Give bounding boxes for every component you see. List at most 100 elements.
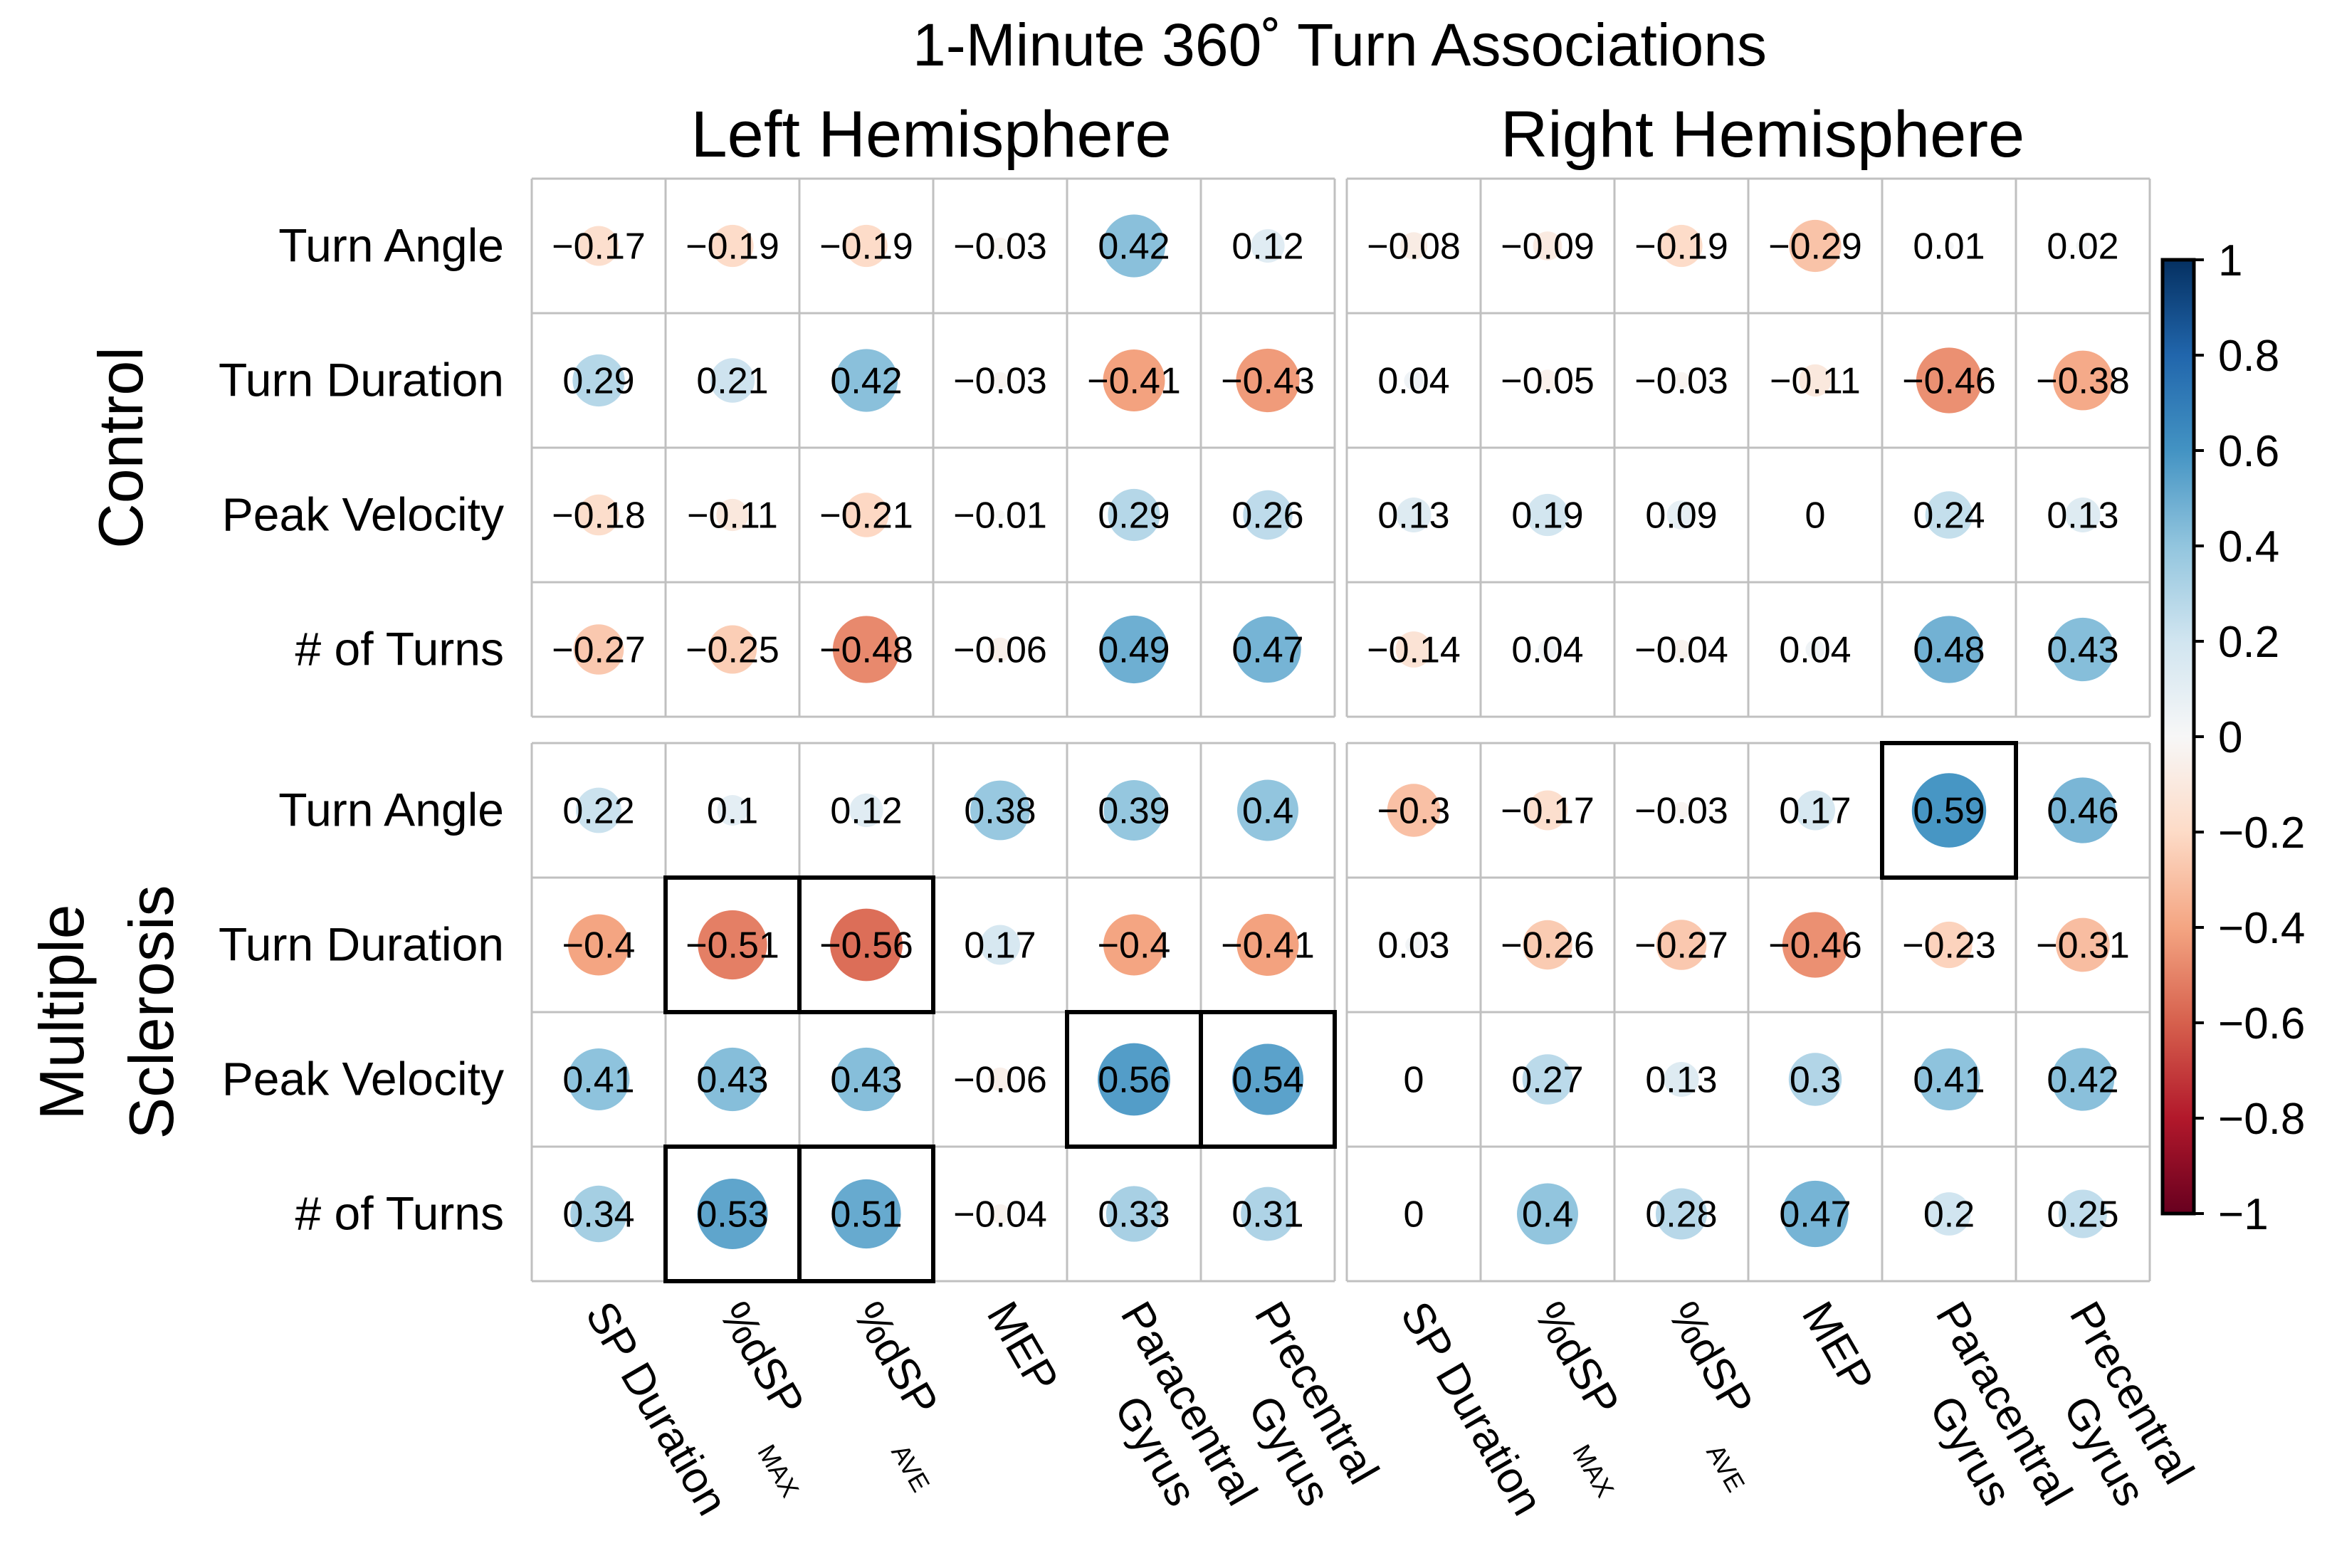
cell-value-control-right-hemisphere-turn-angle-sp-duration: −0.08 [1367, 226, 1461, 268]
colorbar-tick-label: 0.4 [2218, 522, 2279, 572]
cell-circle-multiple-sclerosis-right-hemisphere-peak-velocity-paracentral-gyrus [1918, 1048, 1980, 1110]
cell-circle-control-left-hemisphere-turn-duration-paracentral-gyrus [1103, 349, 1165, 411]
group-label-line: Multiple [26, 904, 97, 1120]
cell-circle-control-right-hemisphere-turn-angle-precentral-gyrus [2076, 238, 2090, 253]
cell-circle-control-left-hemisphere-peak-velocity-dsp-ave [844, 493, 889, 537]
cell-circle-control-left-hemisphere-of-turns-paracentral-gyrus [1100, 615, 1168, 684]
col-label-main: %dSP [844, 1294, 947, 1425]
cell-circle-multiple-sclerosis-right-hemisphere-turn-angle-paracentral-gyrus [1911, 773, 1987, 848]
cell-circle-control-right-hemisphere-of-turns-dsp-max [1538, 639, 1558, 660]
cell-circle-control-right-hemisphere-of-turns-paracentral-gyrus [1915, 616, 1983, 683]
cell-circle-multiple-sclerosis-right-hemisphere-peak-velocity-mep [1788, 1053, 1842, 1106]
chart-title: 1-Minute 360˚ Turn Associations [913, 11, 1767, 78]
cell-circle-multiple-sclerosis-left-hemisphere-turn-duration-mep [980, 925, 1020, 965]
col-label-right-hemisphere-dsp-ave: %dSP AVE [1632, 1294, 1795, 1497]
cell-value-multiple-sclerosis-right-hemisphere-turn-angle-sp-duration: −0.3 [1377, 791, 1451, 832]
row-label-control-of-turns: # of Turns [295, 623, 505, 675]
cell-circle-multiple-sclerosis-left-hemisphere-peak-velocity-dsp-ave [834, 1047, 898, 1112]
cell-value-multiple-sclerosis-left-hemisphere-turn-duration-precentral-gyrus: −0.41 [1221, 925, 1315, 967]
cell-circle-control-right-hemisphere-turn-duration-mep [1799, 364, 1832, 397]
cell-value-control-right-hemisphere-turn-angle-precentral-gyrus: 0.02 [2047, 226, 2118, 268]
col-label-right-hemisphere-sp-duration: SP Duration [1391, 1294, 1552, 1524]
cell-value-control-right-hemisphere-turn-duration-dsp-max: −0.05 [1501, 361, 1595, 402]
cell-value-control-right-hemisphere-turn-angle-dsp-ave: −0.19 [1634, 226, 1728, 268]
cell-value-multiple-sclerosis-right-hemisphere-of-turns-dsp-ave: 0.28 [1645, 1194, 1717, 1236]
row-label-control-turn-angle: Turn Angle [278, 219, 504, 272]
cell-circle-control-left-hemisphere-peak-velocity-paracentral-gyrus [1108, 488, 1160, 542]
cell-circle-multiple-sclerosis-right-hemisphere-of-turns-mep [1782, 1180, 1849, 1248]
highlight-box-peak-velocity-precentral-gyrus [1199, 1010, 1337, 1149]
cell-value-control-right-hemisphere-peak-velocity-dsp-max: 0.19 [1511, 495, 1583, 537]
cell-circle-multiple-sclerosis-right-hemisphere-turn-duration-dsp-ave [1656, 920, 1707, 970]
cell-value-control-left-hemisphere-turn-duration-dsp-ave: 0.42 [830, 361, 902, 402]
cell-value-control-right-hemisphere-turn-duration-paracentral-gyrus: −0.46 [1902, 361, 1996, 402]
colorbar-tick-label: 1 [2218, 236, 2242, 285]
cell-circle-multiple-sclerosis-right-hemisphere-of-turns-precentral-gyrus [2059, 1189, 2107, 1238]
cell-circle-multiple-sclerosis-left-hemisphere-peak-velocity-mep [988, 1067, 1012, 1092]
col-label-text: %dSP AVE [816, 1294, 980, 1497]
cell-circle-control-right-hemisphere-turn-angle-mep [1789, 219, 1842, 273]
cell-circle-control-left-hemisphere-turn-angle-dsp-max [711, 224, 754, 268]
cell-circle-control-left-hemisphere-of-turns-mep [988, 637, 1012, 662]
cell-value-multiple-sclerosis-left-hemisphere-turn-angle-paracentral-gyrus: 0.39 [1098, 791, 1170, 832]
cell-value-control-left-hemisphere-of-turns-dsp-max: −0.25 [686, 630, 779, 671]
cell-value-multiple-sclerosis-left-hemisphere-turn-angle-sp-duration: 0.22 [562, 791, 634, 832]
cell-circle-control-left-hemisphere-turn-angle-paracentral-gyrus [1102, 214, 1166, 278]
row-label-multiple-sclerosis-turn-angle: Turn Angle [278, 784, 504, 836]
cell-circle-control-left-hemisphere-peak-velocity-precentral-gyrus [1243, 490, 1293, 540]
cell-value-multiple-sclerosis-right-hemisphere-turn-duration-precentral-gyrus: −0.31 [2036, 925, 2130, 967]
cell-value-control-left-hemisphere-turn-duration-paracentral-gyrus: −0.41 [1087, 361, 1181, 402]
cell-value-control-right-hemisphere-of-turns-dsp-ave: −0.04 [1634, 630, 1728, 671]
cell-value-control-left-hemisphere-turn-angle-precentral-gyrus: 0.12 [1231, 226, 1303, 268]
cell-circle-control-right-hemisphere-turn-duration-paracentral-gyrus [1916, 347, 1982, 414]
cell-value-control-left-hemisphere-peak-velocity-mep: −0.01 [953, 495, 1047, 537]
col-label-text: SP Duration [576, 1294, 737, 1524]
col-label-main: MEP [977, 1294, 1068, 1401]
cell-circle-control-left-hemisphere-turn-angle-sp-duration [579, 226, 619, 266]
row-label-multiple-sclerosis-turn-duration: Turn Duration [219, 918, 504, 971]
cell-value-control-left-hemisphere-turn-duration-precentral-gyrus: −0.43 [1221, 361, 1315, 402]
cell-circle-multiple-sclerosis-left-hemisphere-turn-angle-dsp-max [717, 795, 748, 826]
cell-circle-control-left-hemisphere-turn-angle-mep [992, 237, 1009, 255]
col-label-text: MEP [1792, 1294, 1883, 1401]
cell-circle-multiple-sclerosis-left-hemisphere-turn-angle-dsp-ave [849, 793, 883, 828]
cell-circle-multiple-sclerosis-left-hemisphere-of-turns-precentral-gyrus [1241, 1186, 1295, 1241]
colorbar-tick-label: −0.6 [2218, 999, 2305, 1048]
cell-circle-control-right-hemisphere-turn-angle-dsp-ave [1660, 224, 1703, 268]
cell-circle-control-right-hemisphere-peak-velocity-dsp-ave [1666, 500, 1696, 530]
value-layer: −0.17 −0.19 −0.19 −0.03 0.42 0.12 0.29 0.21 0.42… [552, 226, 2130, 1236]
cell-value-control-right-hemisphere-of-turns-sp-duration: −0.14 [1367, 630, 1461, 671]
cell-value-multiple-sclerosis-right-hemisphere-peak-velocity-precentral-gyrus: 0.42 [2047, 1060, 2118, 1101]
cell-circle-control-left-hemisphere-turn-duration-mep [992, 372, 1009, 389]
cell-circle-multiple-sclerosis-left-hemisphere-turn-angle-sp-duration [576, 787, 621, 833]
cell-value-control-left-hemisphere-turn-angle-dsp-ave: −0.19 [819, 226, 913, 268]
cell-value-multiple-sclerosis-left-hemisphere-of-turns-dsp-ave: 0.51 [830, 1194, 902, 1236]
cell-value-multiple-sclerosis-left-hemisphere-turn-angle-dsp-ave: 0.12 [830, 791, 902, 832]
cell-circle-control-right-hemisphere-turn-angle-dsp-max [1533, 231, 1562, 261]
cell-circle-multiple-sclerosis-left-hemisphere-turn-duration-dsp-max [698, 910, 767, 980]
cell-value-control-left-hemisphere-turn-duration-sp-duration: 0.29 [562, 361, 634, 402]
colorbar-tick-label: 0.6 [2218, 427, 2279, 476]
cell-value-multiple-sclerosis-right-hemisphere-turn-angle-precentral-gyrus: 0.46 [2047, 791, 2118, 832]
cell-circle-multiple-sclerosis-left-hemisphere-of-turns-dsp-max [697, 1179, 768, 1249]
highlight-box-turn-duration-dsp-ave [797, 875, 935, 1014]
cell-value-multiple-sclerosis-right-hemisphere-peak-velocity-dsp-ave: 0.13 [1645, 1060, 1717, 1101]
group-label-line: Control [85, 347, 156, 549]
cell-circle-multiple-sclerosis-left-hemisphere-of-turns-mep [990, 1204, 1010, 1224]
cell-circle-multiple-sclerosis-left-hemisphere-turn-duration-sp-duration [568, 914, 629, 976]
cell-value-control-right-hemisphere-turn-duration-dsp-ave: −0.03 [1634, 361, 1728, 402]
cell-value-control-left-hemisphere-turn-angle-paracentral-gyrus: 0.42 [1098, 226, 1170, 268]
cell-value-control-right-hemisphere-peak-velocity-mep: 0 [1805, 495, 1826, 537]
cell-circle-multiple-sclerosis-left-hemisphere-peak-velocity-dsp-max [700, 1047, 765, 1112]
colorbar-tick-label: −0.4 [2218, 904, 2305, 953]
colorbar-tick-label: −1 [2218, 1190, 2269, 1239]
col-label-text: %dSP AVE [1632, 1294, 1795, 1497]
col-label-text: MEP [977, 1294, 1068, 1401]
cell-circle-multiple-sclerosis-right-hemisphere-turn-angle-precentral-gyrus [2049, 777, 2116, 843]
cell-circle-multiple-sclerosis-left-hemisphere-turn-angle-paracentral-gyrus [1103, 780, 1165, 841]
cell-circle-control-right-hemisphere-peak-velocity-sp-duration [1396, 498, 1432, 532]
cell-circle-multiple-sclerosis-right-hemisphere-of-turns-dsp-max [1517, 1183, 1578, 1245]
